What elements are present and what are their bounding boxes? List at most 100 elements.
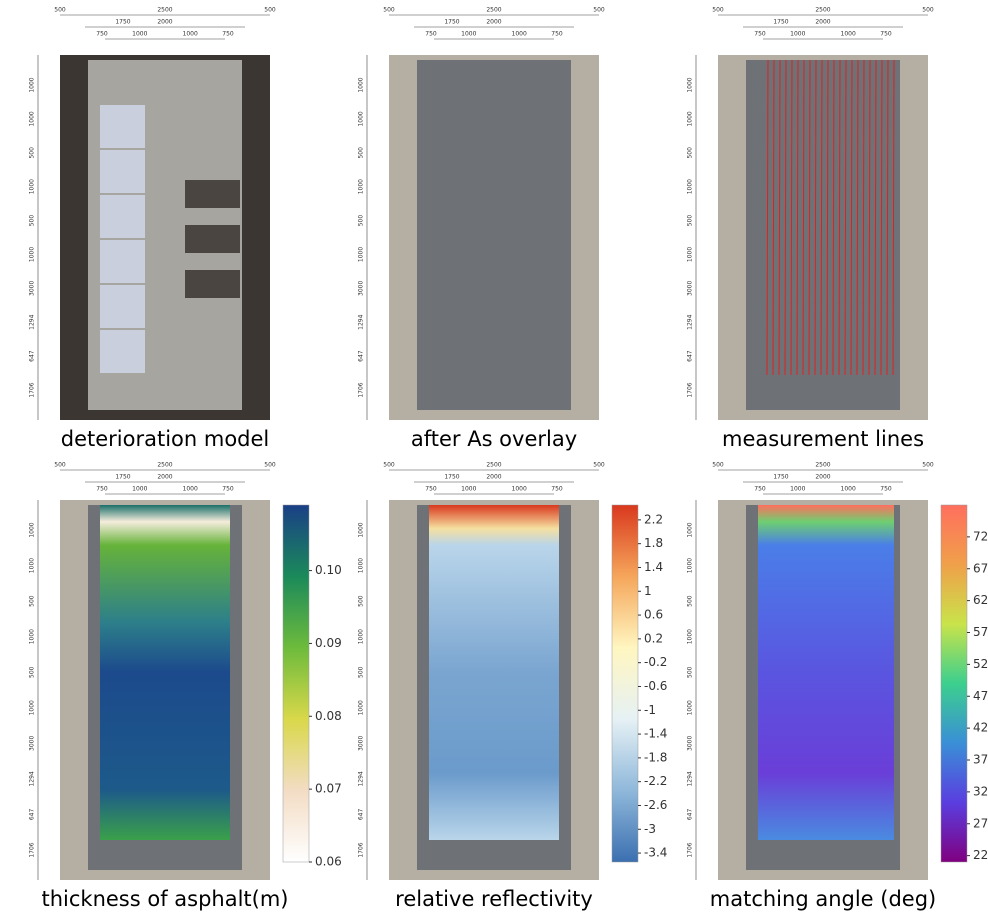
dimension-label: 1294 — [358, 314, 365, 329]
dimension-label: 2000 — [157, 474, 172, 481]
dimension-label: 1000 — [132, 31, 147, 38]
dimension-label: 2000 — [486, 19, 501, 26]
dimension-label: 500 — [383, 462, 395, 469]
dimension-label: 750 — [96, 486, 108, 493]
dimension-label: 500 — [358, 147, 365, 159]
dimension-label: 500 — [29, 666, 36, 678]
measure-line — [868, 59, 871, 376]
dimension-label: 500 — [383, 7, 395, 14]
panel: 500 2500 500 1750 2000 750 1000 1000 750 1000 1000… — [687, 462, 988, 912]
tick-label: -3 — [644, 822, 656, 836]
dimension-label: 1000 — [687, 111, 694, 126]
tick-label: 0.10 — [315, 563, 342, 577]
dimension-label: 750 — [880, 486, 892, 493]
measure-line — [802, 59, 805, 376]
dimension-label: 1000 — [29, 700, 36, 715]
measure-line — [814, 59, 817, 376]
dimension-label: 1000 — [358, 558, 365, 573]
tick-label: -0.2 — [644, 655, 667, 669]
dimension-label: 1000 — [29, 558, 36, 573]
dimension-label: 500 — [264, 462, 276, 469]
dimension-label: 1706 — [687, 842, 694, 857]
dimension-label: 1000 — [29, 247, 36, 262]
dimension-label: 2500 — [815, 462, 830, 469]
patch — [100, 105, 145, 148]
caption: after As overlay — [411, 427, 577, 451]
dimension-label: 647 — [358, 809, 365, 821]
measure-line — [862, 59, 865, 376]
tick-label: 27 — [973, 816, 988, 830]
patch — [185, 225, 240, 253]
patch — [100, 240, 145, 283]
dimension-label: 2000 — [157, 19, 172, 26]
dimension-label: 750 — [880, 31, 892, 38]
dimension-label: 1000 — [358, 111, 365, 126]
dimension-label: 3000 — [358, 281, 365, 296]
colorbar — [940, 504, 968, 863]
dimension-label: 750 — [551, 31, 563, 38]
dimension-label: 2500 — [486, 462, 501, 469]
tick-label: -2.6 — [644, 798, 667, 812]
dimension-label: 1294 — [29, 771, 36, 786]
measure-line — [880, 59, 883, 376]
caption: thickness of asphalt(m) — [41, 887, 288, 911]
dimension-label: 500 — [687, 666, 694, 678]
dimension-label: 1000 — [358, 179, 365, 194]
dimension-label: 2500 — [486, 7, 501, 14]
dimension-label: 1000 — [132, 486, 147, 493]
dimension-label: 2500 — [815, 7, 830, 14]
dimension-label: 750 — [551, 486, 563, 493]
dimension-label: 1000 — [687, 522, 694, 537]
measure-line — [772, 59, 775, 376]
dimension-label: 500 — [593, 462, 605, 469]
dimension-label: 1000 — [841, 486, 856, 493]
dimension-label: 750 — [425, 486, 437, 493]
dimension-label: 500 — [29, 147, 36, 159]
measure-line — [886, 59, 889, 376]
patch — [100, 150, 145, 193]
dimension-label: 500 — [593, 7, 605, 14]
measure-line — [784, 59, 787, 376]
measure-line — [856, 59, 859, 376]
tick-label: -1.4 — [644, 727, 667, 741]
tick-label: 22 — [973, 848, 988, 862]
tick-label: 62 — [973, 593, 988, 607]
tick-label: 0.08 — [315, 709, 342, 723]
dimension-label: 2000 — [815, 474, 830, 481]
dimension-label: 500 — [922, 7, 934, 14]
dimension-label: 647 — [29, 809, 36, 821]
dimension-label: 3000 — [29, 281, 36, 296]
dimension-label: 750 — [754, 486, 766, 493]
dimension-label: 1000 — [461, 31, 476, 38]
dimension-label: 1750 — [115, 19, 130, 26]
dimension-label: 1750 — [773, 19, 788, 26]
measure-line — [850, 59, 853, 376]
tick-label: 0.2 — [644, 631, 663, 645]
tick-label: -1 — [644, 703, 656, 717]
overlay — [758, 505, 894, 840]
panel: 500 2500 500 1750 2000 750 1000 1000 750 1000 1000… — [358, 462, 668, 912]
dimension-label: 500 — [54, 462, 66, 469]
dimension-label: 2000 — [815, 19, 830, 26]
pavement — [746, 60, 900, 410]
tick-label: 37 — [973, 753, 988, 767]
caption: measurement lines — [722, 427, 924, 451]
tick-label: 67 — [973, 561, 988, 575]
dimension-label: 2500 — [157, 462, 172, 469]
dimension-label: 1000 — [183, 31, 198, 38]
measure-line — [844, 59, 847, 376]
tick-label: 42 — [973, 721, 988, 735]
dimension-label: 1000 — [29, 629, 36, 644]
measure-line — [778, 59, 781, 376]
tick-label: -0.6 — [644, 679, 667, 693]
dimension-label: 1000 — [687, 558, 694, 573]
dimension-label: 1294 — [687, 771, 694, 786]
dimension-label: 1706 — [29, 382, 36, 397]
dimension-label: 1706 — [29, 842, 36, 857]
dimension-label: 1000 — [461, 486, 476, 493]
dimension-label: 1000 — [29, 77, 36, 92]
dimension-label: 1000 — [29, 179, 36, 194]
dimension-label: 1000 — [687, 179, 694, 194]
dimension-label: 3000 — [29, 736, 36, 751]
